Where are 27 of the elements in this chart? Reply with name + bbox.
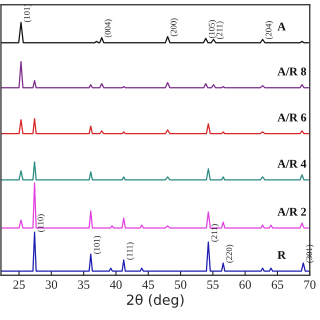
series-label: A/R 4 [277, 160, 306, 168]
annotation: (111) [126, 242, 134, 260]
annotation: (105) [208, 20, 216, 38]
x-tick-label: 45 [142, 280, 154, 289]
series-label: A/R 8 [277, 68, 306, 76]
annotation: (101) [94, 236, 102, 254]
x-tick-label: 50 [175, 280, 186, 289]
annotation: (211) [216, 21, 224, 40]
annotation: (220) [226, 244, 234, 263]
series-label: A/R 6 [277, 114, 306, 122]
x-tick-label: 55 [207, 280, 219, 289]
series-label: A/R 2 [277, 208, 306, 216]
x-tick-label: 70 [304, 280, 316, 289]
x-tick-label: 40 [110, 280, 122, 289]
x-tick-label: 25 [13, 280, 25, 289]
annotation: (004) [104, 19, 112, 38]
x-tick-label: 30 [46, 280, 58, 289]
x-tick-label: 35 [78, 280, 90, 289]
series-label: A [277, 22, 286, 30]
annotation: (110) [37, 214, 46, 232]
annotation: (200) [170, 18, 178, 36]
x-axis-title: 2θ (deg) [126, 294, 184, 308]
annotation: (211) [211, 224, 219, 242]
x-tick-label: 60 [239, 280, 251, 289]
annotation: (204) [265, 21, 274, 40]
x-tick-label: 65 [272, 280, 284, 289]
series-label: R [278, 251, 286, 259]
